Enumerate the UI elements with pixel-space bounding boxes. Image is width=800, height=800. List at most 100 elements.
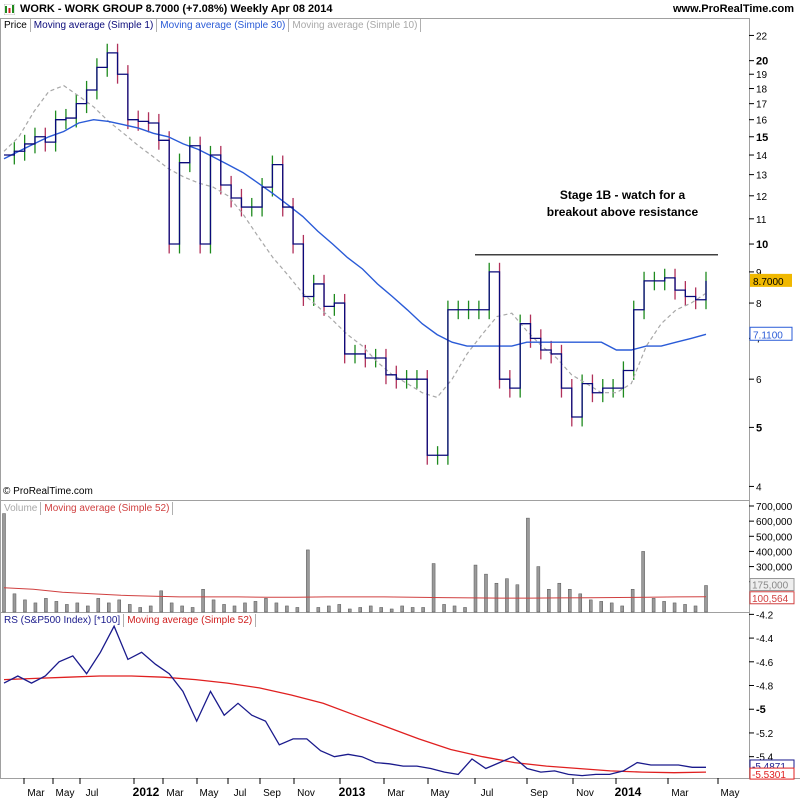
- rs-axis-label: -4.8: [756, 682, 774, 693]
- price-axis-label: 9: [756, 268, 762, 279]
- volume-bar: [75, 602, 80, 613]
- rs-panel-frame: [0, 612, 750, 779]
- price-axis-label: 14: [756, 151, 768, 162]
- volume-bar: [159, 590, 163, 613]
- volume-bar: [23, 599, 27, 613]
- price-axis-label: 5: [756, 422, 762, 434]
- volume-bar: [348, 608, 352, 613]
- time-axis-label: Jul: [481, 788, 494, 799]
- price-axis-label: 13: [756, 171, 768, 182]
- price-axis-label: 8: [756, 299, 762, 310]
- volume-bar: [148, 605, 153, 613]
- prorealtime-logo-icon: [4, 4, 15, 15]
- volume-tag-label: 175,000: [752, 581, 789, 592]
- time-axis-label: Mar: [27, 788, 45, 799]
- legend-rs-ma: Moving average (Simple 52): [124, 614, 257, 627]
- volume-bar: [442, 604, 446, 613]
- time-axis-label: May: [200, 788, 219, 799]
- time-axis-label: 2012: [133, 785, 160, 799]
- legend-volume-ma: Moving average (Simple 52): [41, 502, 174, 515]
- last-price-label: 8.7000: [753, 277, 784, 288]
- ma30-tag-label: 7.1100: [753, 330, 783, 341]
- volume-bar: [431, 563, 436, 613]
- volume-tag: [749, 578, 795, 591]
- volume-bar: [65, 604, 69, 613]
- price-axis-label: 17: [756, 100, 768, 111]
- volume-bar: [410, 607, 415, 613]
- volume-bar: [484, 573, 488, 613]
- volume-bar: [672, 602, 677, 613]
- volume-bar: [274, 602, 279, 613]
- volume-bar: [641, 551, 645, 613]
- volume-axis-label: 600,000: [756, 517, 793, 528]
- price-axis-label: 10: [756, 239, 768, 251]
- copyright-text: © ProRealTime.com: [3, 486, 93, 497]
- volume-ma-line: [3, 587, 707, 599]
- volume-bar: [2, 513, 6, 613]
- volume-bar: [306, 549, 310, 613]
- volume-bar: [127, 604, 132, 613]
- volume-bar: [211, 599, 216, 613]
- rs-ma-tag-label: -5.5301: [752, 770, 786, 781]
- time-axis-label: Nov: [576, 788, 594, 799]
- volume-bar: [578, 593, 583, 613]
- volume-bar: [201, 589, 205, 613]
- volume-bar: [704, 585, 708, 613]
- price-axis-label: 15: [756, 132, 768, 144]
- volume-bar: [253, 601, 258, 613]
- volume-bar: [630, 589, 635, 613]
- volume-bar: [232, 605, 237, 613]
- rs-axis-label: -5.4: [756, 753, 774, 764]
- volume-bar: [243, 602, 247, 613]
- price-axis-label: 20: [756, 56, 768, 68]
- volume-bar: [358, 607, 362, 613]
- site-url: www.ProRealTime.com: [672, 3, 794, 15]
- time-axis-label: 2013: [339, 785, 366, 799]
- volume-legend: Volume Moving average (Simple 52): [1, 502, 174, 515]
- time-axis-label: Mar: [387, 788, 405, 799]
- volume-bar: [107, 602, 111, 613]
- volume-bar: [285, 605, 289, 613]
- legend-ma30: Moving average (Simple 30): [157, 19, 290, 32]
- time-axis-label: May: [431, 788, 450, 799]
- rs-axis-label: -4.2: [756, 610, 774, 621]
- rs-axis-label: -5: [756, 704, 766, 716]
- chart-title: WORK - WORK GROUP 8.7000 (+7.08%) Weekly…: [20, 3, 333, 15]
- price-axis-label: 16: [756, 116, 768, 127]
- volume-bar: [86, 605, 90, 613]
- rs-legend: RS (S&P500 Index) [*100] Moving average …: [1, 614, 257, 627]
- price-axis-label: 6: [756, 375, 762, 386]
- volume-bar: [96, 598, 101, 613]
- ma10-line: [3, 84, 707, 399]
- volume-bar: [421, 607, 425, 613]
- volume-axis-label: 500,000: [756, 532, 793, 543]
- stage-annotation: Stage 1B - watch for a breakout above re…: [546, 188, 699, 219]
- ma30-tag: [749, 326, 793, 341]
- volume-bar: [222, 604, 226, 613]
- volume-bar: [536, 566, 541, 613]
- volume-panel-frame: [0, 500, 750, 613]
- volume-bar: [547, 589, 551, 613]
- volume-bar: [568, 589, 572, 613]
- legend-rs: RS (S&P500 Index) [*100]: [1, 614, 125, 627]
- rs-axis-label: -4.6: [756, 658, 774, 669]
- legend-ma1: Moving average (Simple 1): [31, 19, 158, 32]
- volume-bar: [452, 605, 457, 613]
- volume-bar: [44, 598, 48, 613]
- time-axis-label: Sep: [263, 788, 281, 799]
- volume-bar: [473, 564, 478, 613]
- rs-axis-label: -4.4: [756, 634, 774, 645]
- rs-line: [3, 624, 706, 777]
- volume-bar: [599, 601, 603, 613]
- volume-bar: [526, 517, 530, 613]
- legend-price: Price: [1, 19, 31, 32]
- volume-bar: [651, 598, 656, 613]
- volume-axis-label: 400,000: [756, 547, 793, 558]
- price-axis-label: 12: [756, 192, 768, 203]
- price-panel-frame: [0, 18, 750, 501]
- time-axis-label: Sep: [530, 788, 548, 799]
- time-axis-label: May: [56, 788, 75, 799]
- volume-bar: [368, 605, 373, 613]
- volume-bar: [12, 593, 17, 613]
